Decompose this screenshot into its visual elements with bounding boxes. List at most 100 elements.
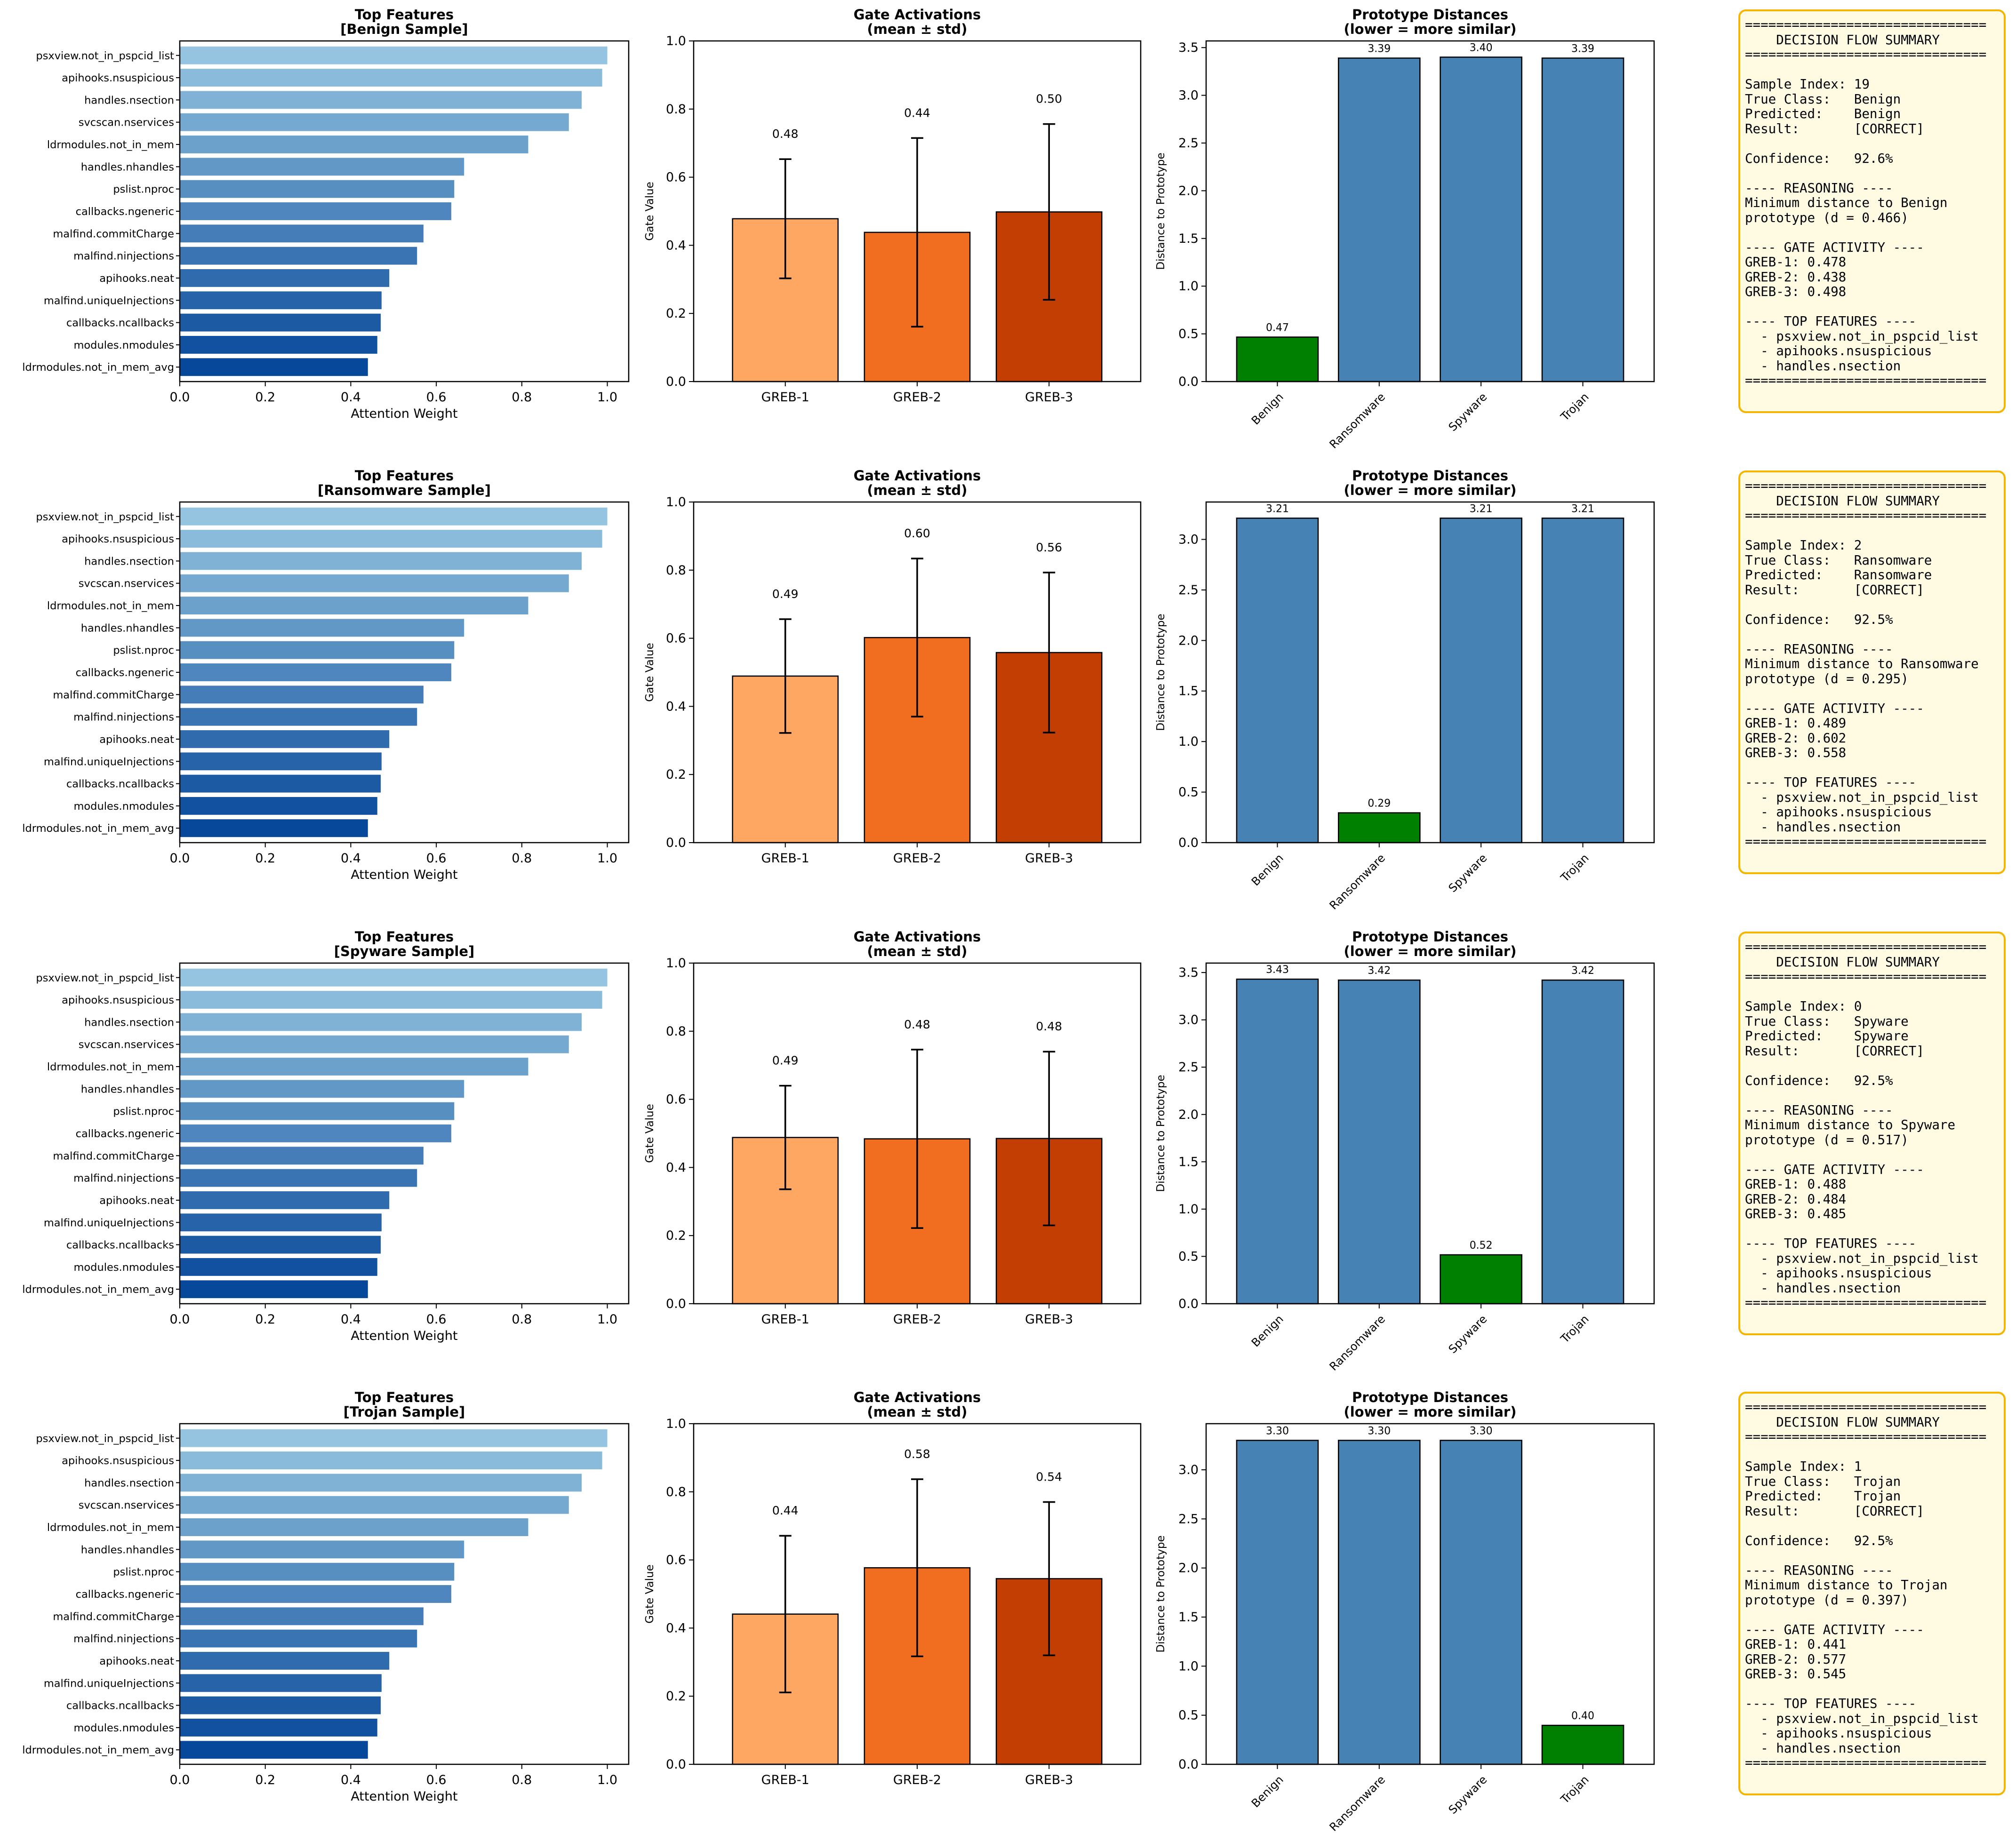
feature-label: callbacks.ncallbacks [66,1239,174,1251]
x-tick-label: 1.0 [597,1312,617,1327]
y-tick-label: 1.0 [666,1417,686,1431]
y-tick-label: 1.0 [1178,1659,1199,1674]
y-axis-label: Distance to Prototype [1155,1075,1167,1192]
feature-bar [180,685,424,704]
distances-axes-frame [1205,1423,1655,1765]
feature-bar [180,46,608,64]
x-tick-label: 0.2 [255,1312,275,1327]
x-axis-label: Attention Weight [351,1789,457,1804]
y-tick-label: 1.0 [666,956,686,971]
feature-bar [180,158,464,176]
x-tick-label: Benign [1249,390,1286,427]
chart-subtitle: [Ransomware Sample] [318,482,491,498]
y-tick-label: 1.0 [1178,279,1199,294]
features-axes-frame [179,40,630,383]
feature-bar [180,968,608,987]
decision-flow-summary: =============================== DECISION… [1738,1392,2006,1795]
chart-title: Gate Activations [854,929,981,945]
chart-subtitle: (mean ± std) [867,21,968,37]
feature-bar [180,1235,381,1254]
gates-axes-frame [693,1423,1142,1765]
y-tick-label: 3.5 [1178,965,1199,980]
feature-label: ldrmodules.not_in_mem_avg [22,1283,174,1296]
x-tick-label: 0.4 [341,390,361,405]
x-tick-label: Trojan [1558,1773,1592,1806]
x-tick-label: Ransomware [1327,1312,1388,1373]
x-axis-label: Attention Weight [351,1329,457,1343]
feature-bar [180,708,417,726]
feature-bar [180,1102,455,1120]
x-tick-label: 0.4 [341,1312,361,1327]
feature-label: malfind.ninjections [73,711,174,724]
x-tick-label: Ransomware [1327,1773,1388,1833]
y-tick-label: 0.4 [666,1621,686,1635]
feature-bar [180,113,569,131]
chart-subtitle: [Spyware Sample] [334,943,475,959]
x-tick-label: 0.8 [512,1312,532,1327]
gate-value-label: 0.48 [1036,1020,1062,1033]
feature-label: callbacks.ncallbacks [66,317,174,329]
feature-bar [180,530,602,548]
feature-label: malfind.commitCharge [53,1150,174,1162]
chart-title: Top Features [355,1389,454,1405]
x-tick-label: GREB-3 [1025,851,1073,866]
distance-bar [1338,1440,1421,1765]
gates-axes-frame [693,501,1142,844]
distance-value-label: 3.21 [1470,503,1493,515]
gates-axes-frame [693,962,1142,1305]
feature-bar [180,1169,417,1187]
feature-label: callbacks.ngeneric [76,1588,174,1601]
y-tick-label: 2.0 [1178,1561,1199,1576]
y-tick-label: 3.0 [1178,532,1199,547]
distance-value-label: 3.40 [1470,42,1493,54]
y-axis-label: Gate Value [644,643,656,702]
feature-label: modules.nmodules [74,1261,175,1274]
summary-text: =============================== DECISION… [1745,1400,1987,1770]
feature-label: svcscan.nservices [79,1039,174,1051]
chart-title: Gate Activations [854,7,981,23]
gate-value-label: 0.49 [772,587,799,601]
chart-subtitle: (lower = more similar) [1344,482,1516,498]
x-tick-label: 1.0 [597,390,617,405]
feature-bar [180,1124,451,1142]
feature-bar [180,774,381,793]
feature-bar [180,69,602,87]
distance-value-label: 3.43 [1266,964,1289,976]
feature-bar [180,1585,451,1603]
x-tick-label: GREB-1 [761,390,809,405]
x-tick-label: Trojan [1558,390,1592,423]
y-tick-label: 0.0 [1178,1757,1199,1772]
distance-value-label: 0.52 [1470,1240,1493,1251]
gates-axes-frame [693,40,1142,383]
feature-bar [180,507,608,526]
x-tick-label: GREB-3 [1025,390,1073,405]
x-tick-label: 0.2 [255,851,275,866]
x-tick-label: Trojan [1558,1312,1592,1346]
chart-title: Prototype Distances [1352,7,1508,23]
y-tick-label: 0.2 [666,1228,686,1243]
feature-label: ldrmodules.not_in_mem_avg [22,822,174,835]
x-tick-label: 0.6 [426,1773,447,1787]
features-axes-frame [179,501,630,844]
y-tick-label: 0.6 [666,170,686,185]
y-axis-label: Gate Value [644,1564,656,1624]
feature-label: apihooks.nsuspicious [62,533,174,545]
gate-value-label: 0.44 [772,1504,799,1517]
feature-bar [180,1147,424,1165]
chart-title: Gate Activations [854,468,981,484]
y-tick-label: 1.0 [1178,1202,1199,1217]
y-tick-label: 0.0 [1178,375,1199,389]
x-tick-label: Spyware [1446,390,1490,434]
chart-subtitle: (lower = more similar) [1344,1404,1516,1420]
x-tick-label: 0.8 [512,851,532,866]
distance-bar [1236,1440,1319,1765]
feature-label: ldrmodules.not_in_mem_avg [22,1744,174,1756]
distance-bar [1236,518,1319,844]
feature-label: callbacks.ngeneric [76,1128,174,1140]
x-tick-label: Ransomware [1327,851,1388,912]
x-tick-label: Benign [1249,851,1286,888]
y-tick-label: 1.0 [1178,734,1199,749]
feature-bar [180,641,455,659]
y-tick-label: 0.0 [666,1297,686,1311]
